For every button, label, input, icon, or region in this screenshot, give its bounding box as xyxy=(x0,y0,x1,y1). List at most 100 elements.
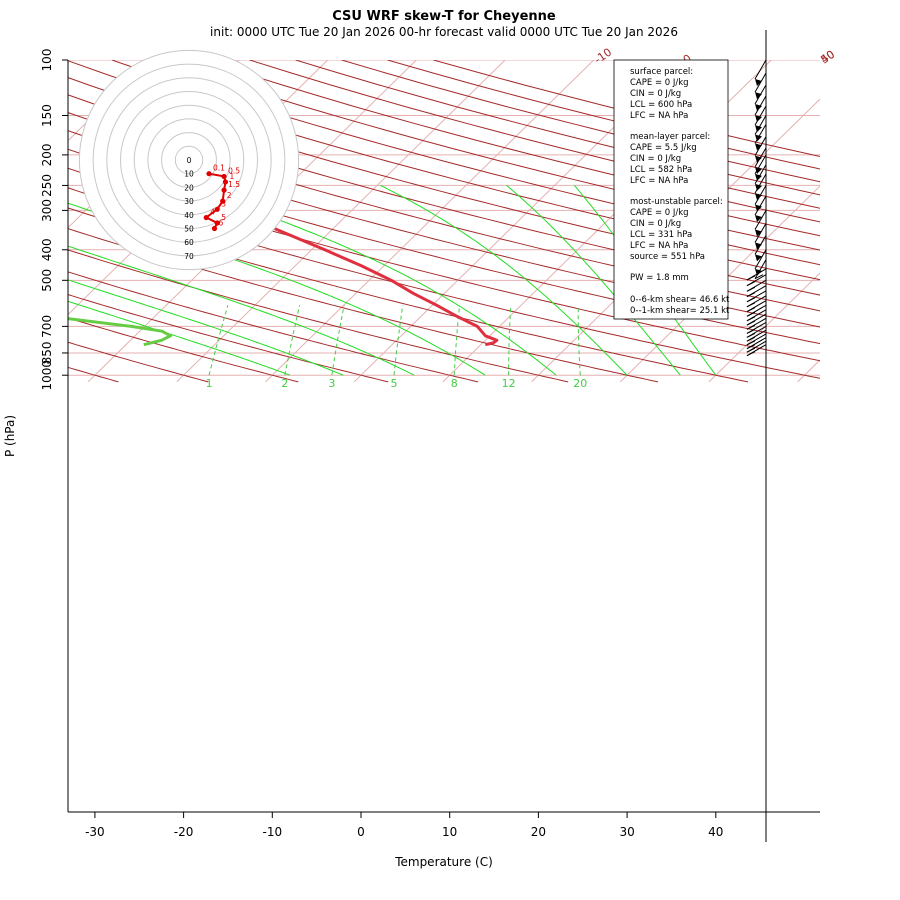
x-tick-label: 10 xyxy=(442,825,457,839)
mixing-ratio-label: 1 xyxy=(206,377,213,390)
dry-adiabat-line xyxy=(68,249,569,383)
isotherm-line xyxy=(708,272,820,383)
dry-adiabat-line xyxy=(68,207,749,383)
y-tick-label: 700 xyxy=(40,315,54,338)
most-unstable-parcel-cin: CIN = 0 J/kg xyxy=(630,219,681,229)
wind-barb xyxy=(754,259,767,280)
mixing-ratio-lines xyxy=(208,305,581,376)
dry-adiabat-line xyxy=(68,187,820,379)
hodograph-ring-label: 0 xyxy=(187,156,192,165)
mean-layer-parcel-cape: CAPE = 5.5 J/kg xyxy=(630,143,697,153)
mixing-ratio-label: 8 xyxy=(451,377,458,390)
x-tick-label: 20 xyxy=(531,825,546,839)
hodograph-point xyxy=(222,179,229,185)
hodograph-point-label: 0.1 xyxy=(213,164,225,173)
temperature-tick-labels: -30 -20 -10 0 10 20 30 40 xyxy=(85,812,723,839)
moist-adiabat-line xyxy=(68,300,291,376)
dewpoint-profile-line xyxy=(68,317,172,347)
dry-adiabat-line xyxy=(111,60,820,251)
wind-barb xyxy=(746,317,767,330)
hodograph-ring xyxy=(120,91,258,229)
x-tick-label: -10 xyxy=(262,825,282,839)
info-box-frame xyxy=(613,59,729,320)
wind-barb xyxy=(746,340,767,353)
dry-adiabat-line xyxy=(249,60,820,209)
hodograph-point xyxy=(214,206,220,212)
isotherm-line xyxy=(797,359,820,383)
wind-barb xyxy=(754,223,767,250)
mixing-ratio-label: 20 xyxy=(573,377,587,390)
x-axis-label: Temperature (C) xyxy=(394,855,493,869)
dry-adiabat-line xyxy=(68,271,479,383)
dry-adiabat-line xyxy=(68,94,820,296)
mixing-ratio-line xyxy=(508,305,512,376)
hodograph-point-label: 1.5 xyxy=(228,180,240,189)
dry-adiabat-line xyxy=(68,294,389,383)
x-tick-label: 0 xyxy=(357,825,365,839)
hodograph-ring xyxy=(161,132,217,188)
surface-parcel-cape: CAPE = 0 J/kg xyxy=(630,78,689,88)
hodograph-point-label: 6 xyxy=(218,219,223,228)
y-tick-label: 100 xyxy=(40,49,54,72)
wind-barb xyxy=(746,304,767,317)
hodograph-point xyxy=(206,171,212,177)
x-tick-label: 30 xyxy=(619,825,634,839)
y-tick-label: 250 xyxy=(40,174,54,197)
wind-barb xyxy=(754,59,767,87)
x-tick-label: -20 xyxy=(174,825,194,839)
wind-barb xyxy=(746,309,767,322)
isotherm-line xyxy=(176,60,506,383)
wind-barb xyxy=(746,329,767,342)
moist-adiabat-line xyxy=(68,279,344,376)
wind-barb xyxy=(746,321,767,334)
dry-adiabat-line xyxy=(295,60,820,196)
wind-barb xyxy=(754,235,767,262)
hodograph-point xyxy=(211,225,218,232)
y-tick-label: 400 xyxy=(40,238,54,261)
wind-barb xyxy=(746,300,767,313)
hodograph-ring xyxy=(133,104,245,216)
hodograph-ring-label: 50 xyxy=(184,225,194,234)
y-tick-label: 1000 xyxy=(40,360,54,391)
dry-adiabat-line xyxy=(68,77,820,281)
wind-barb xyxy=(746,325,767,338)
wind-barb xyxy=(754,147,767,174)
wind-barb xyxy=(746,268,767,281)
mean-layer-parcel-heading: mean-layer parcel: xyxy=(630,132,710,142)
mixing-ratio-line xyxy=(208,305,229,376)
shear-0-1km: 0--1-km shear= 25.1 kt xyxy=(630,306,730,316)
hodograph-point xyxy=(214,220,220,226)
surface-parcel-heading: surface parcel: xyxy=(630,67,693,77)
mixing-ratio-line xyxy=(393,305,404,376)
x-tick-label: -30 xyxy=(85,825,105,839)
hodograph-ring xyxy=(78,49,300,271)
hodograph-ring xyxy=(92,63,286,257)
moist-adiabat-line xyxy=(182,184,557,376)
isotherm-label: -10 xyxy=(592,46,614,67)
mixing-ratio-labels: 1 2 3 5 8 12 20 xyxy=(206,377,588,390)
surface-parcel-lcl: LCL = 600 hPa xyxy=(630,100,692,110)
wind-barb xyxy=(746,290,767,303)
mixing-ratio-label: 12 xyxy=(502,377,516,390)
most-unstable-parcel-lfc: LFC = NA hPa xyxy=(630,241,688,251)
isotherm-label: 50 xyxy=(818,48,837,67)
hodograph-point xyxy=(203,214,209,221)
surface-parcel-cin: CIN = 0 J/kg xyxy=(630,89,681,99)
wind-barbs xyxy=(746,59,767,357)
mean-layer-parcel-cin: CIN = 0 J/kg xyxy=(630,154,681,164)
hodograph-point-label: 5 xyxy=(221,213,226,222)
most-unstable-parcel-cape: CAPE = 0 J/kg xyxy=(630,208,689,218)
wind-barb xyxy=(746,344,767,357)
most-unstable-parcel-source: source = 551 hPa xyxy=(630,252,705,262)
hodograph-ring-label: 10 xyxy=(184,170,194,179)
precipitable-water: PW = 1.8 mm xyxy=(630,273,689,283)
wind-barb xyxy=(754,195,767,223)
chart-subtitle: init: 0000 UTC Tue 20 Jan 2026 00-hr for… xyxy=(210,25,678,39)
mean-layer-parcel-lcl: LCL = 582 hPa xyxy=(630,165,692,175)
parcel-info-box: surface parcel: CAPE = 0 J/kg CIN = 0 J/… xyxy=(613,59,730,320)
moist-adiabat-line xyxy=(68,245,415,376)
y-axis-label: P (hPa) xyxy=(3,415,17,457)
hodograph-ring-label: 40 xyxy=(184,211,194,220)
